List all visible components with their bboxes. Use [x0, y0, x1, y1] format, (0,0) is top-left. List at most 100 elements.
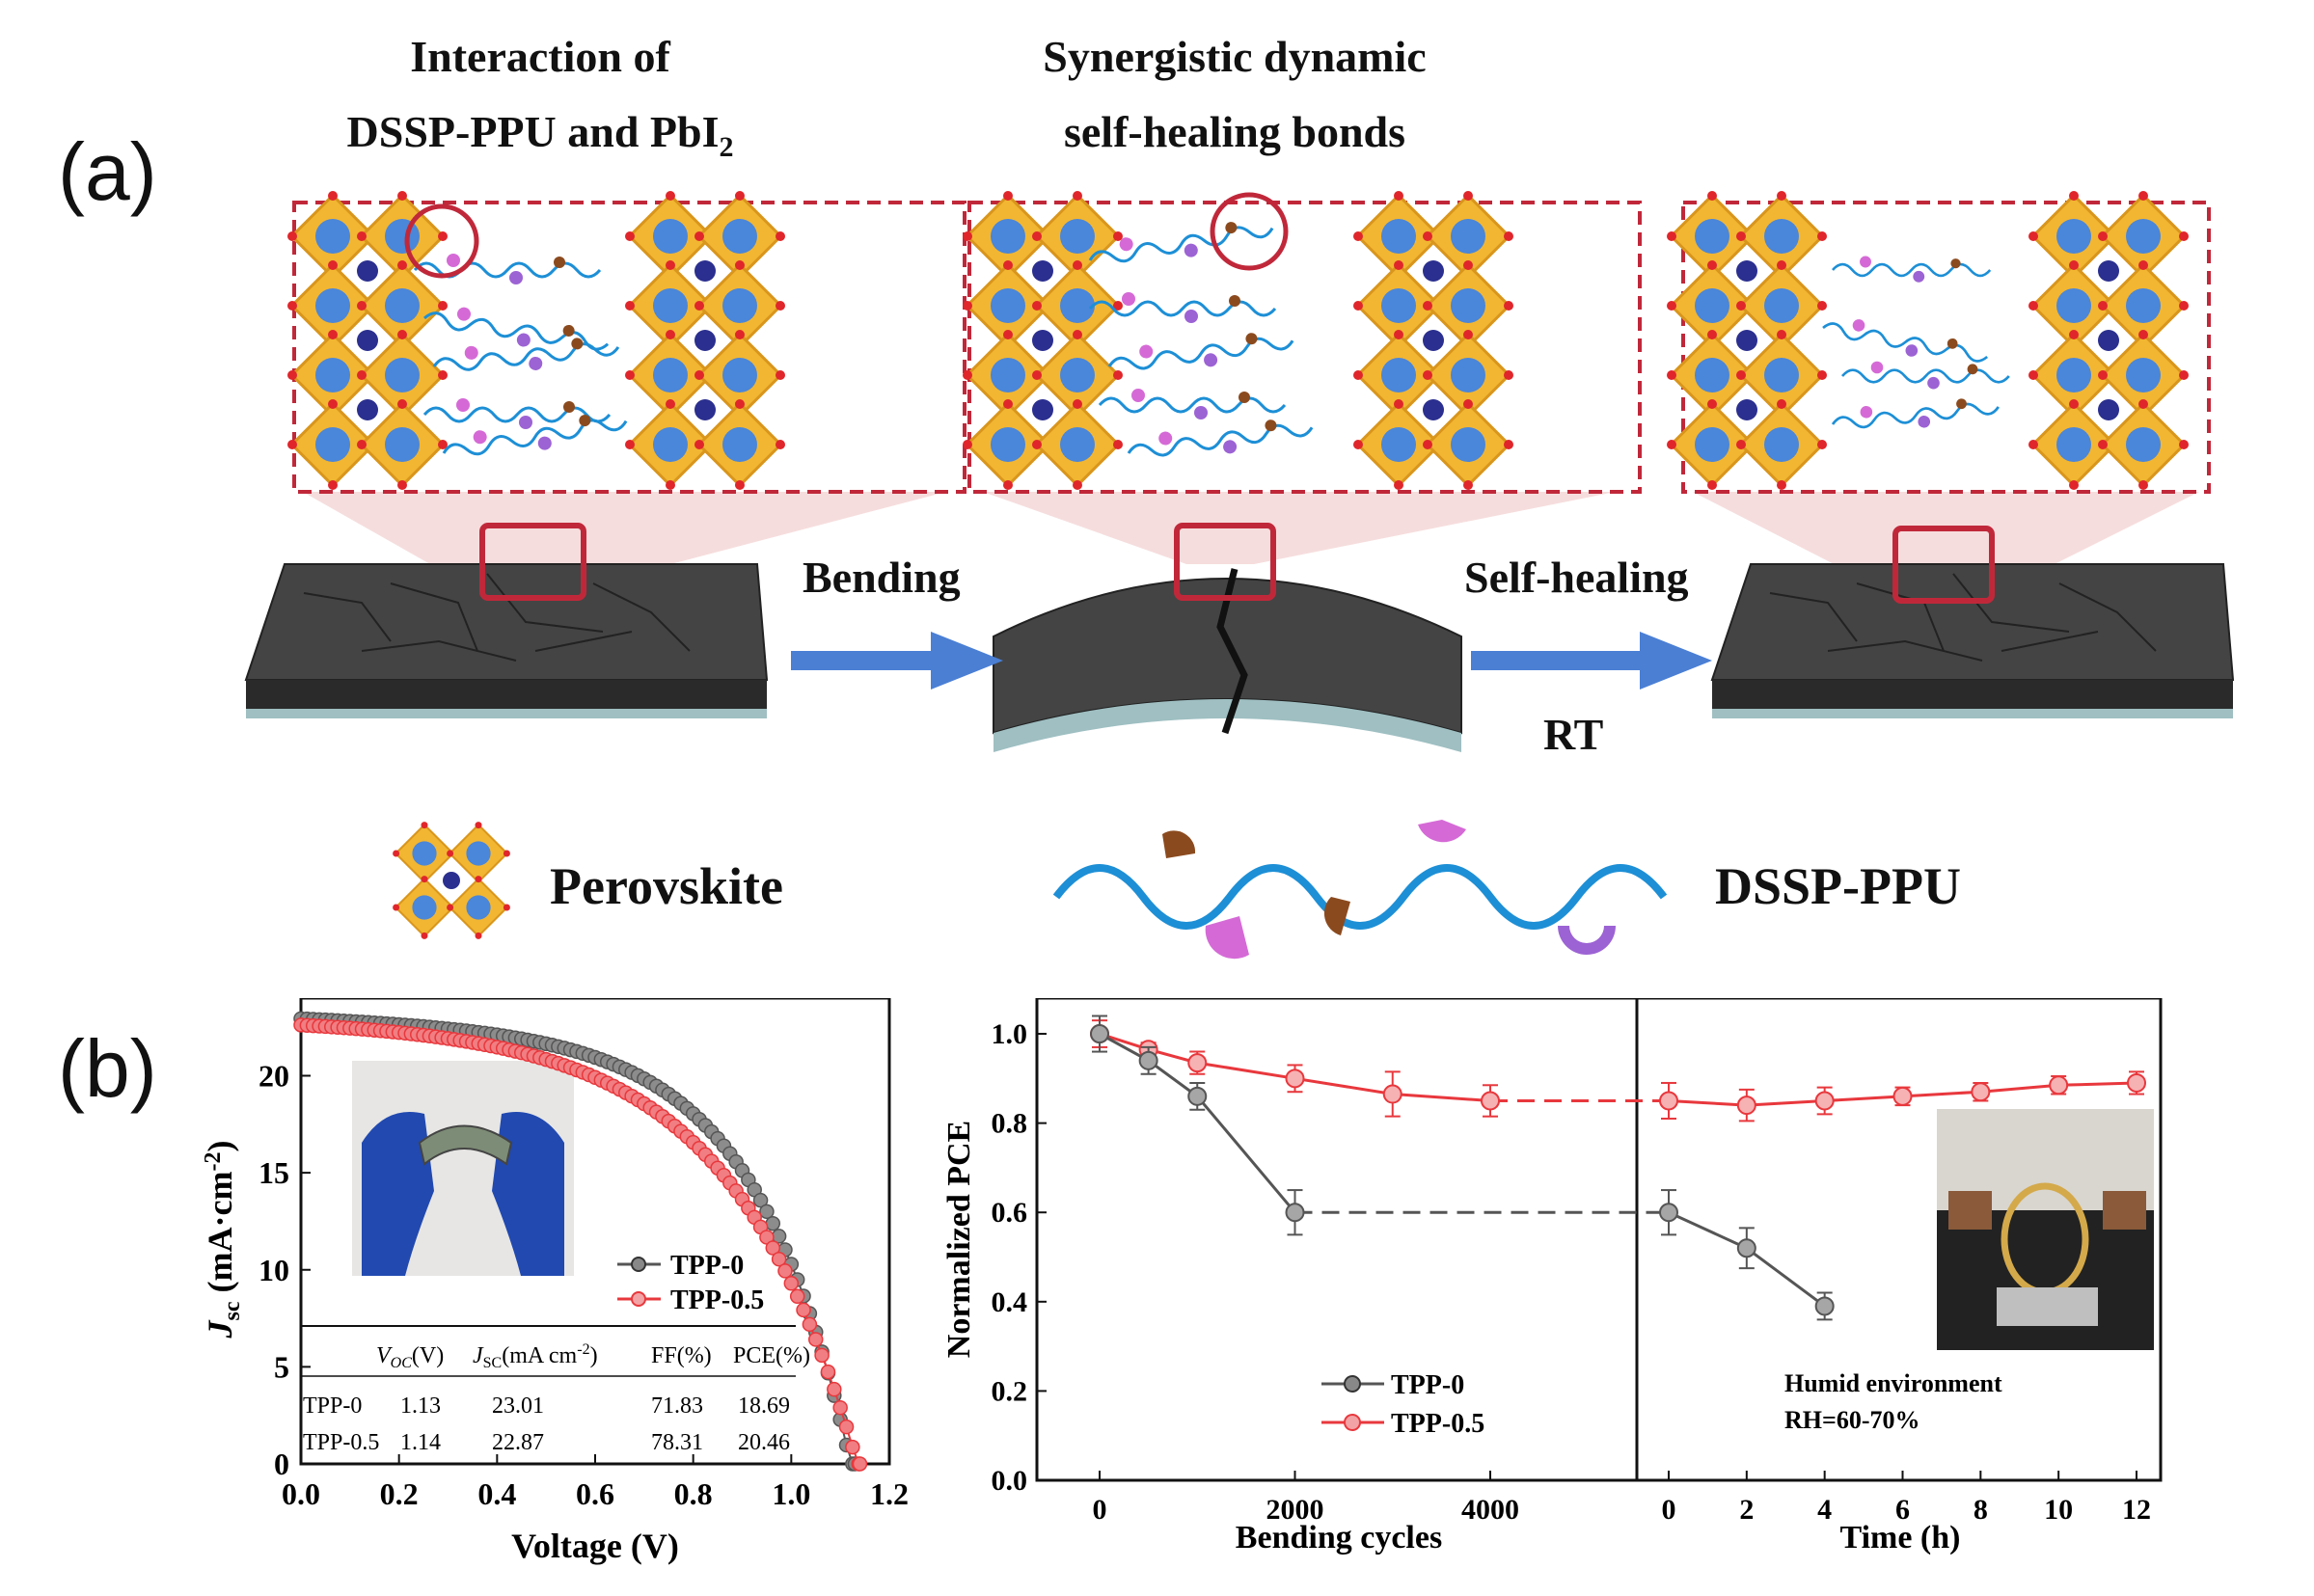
table-row1-jsc: 23.01: [492, 1393, 544, 1419]
jv-x-tick-label: 0.4: [477, 1476, 516, 1511]
humid-tpp0-point: [1659, 1203, 1678, 1223]
stage1-title: Interaction of DSSP-PPU and PbI2: [289, 19, 791, 185]
humid-tpp05-point: [1736, 1096, 1756, 1116]
table-row1-ff: 71.83: [651, 1393, 703, 1419]
jv-point: [814, 1347, 830, 1364]
time-x-tick-label: 8: [1974, 1494, 1988, 1526]
stage2-title-line2: self-healing bonds: [1063, 107, 1406, 156]
humid-tpp05-point: [1814, 1091, 1835, 1111]
table-header-pce: PCE(%): [733, 1343, 810, 1368]
time-x-tick-label: 4: [1817, 1494, 1832, 1526]
bending-label: Bending: [803, 553, 961, 602]
humid-tpp05-point: [1659, 1091, 1678, 1111]
pce-x-tick-label: 2000: [1266, 1494, 1324, 1526]
polymer-chain-icon: [1052, 820, 1668, 960]
pce-y-axis-title: Normalized PCE: [945, 1121, 977, 1358]
humid-annotation-line2: RH=60-70%: [1784, 1406, 1919, 1434]
time-x-tick-label: 2: [1739, 1494, 1754, 1526]
pce-x-tick-label: 0: [1093, 1494, 1107, 1526]
jv-legend-tpp05: TPP-0.5: [670, 1285, 764, 1315]
jv-point: [820, 1364, 836, 1380]
humid-tpp05-point: [2127, 1072, 2146, 1093]
jv-point: [789, 1288, 805, 1305]
bending-tpp0-point: [1138, 1050, 1158, 1070]
table-row1-voc: 1.13: [400, 1393, 441, 1419]
jv-y-tick-label: 0: [274, 1447, 289, 1481]
jv-point: [832, 1399, 848, 1416]
bending-tpp05-point: [1382, 1084, 1402, 1104]
jv-point: [796, 1302, 811, 1318]
jv-point: [783, 1276, 800, 1291]
pce-legend-tpp05: TPP-0.5: [1391, 1409, 1484, 1439]
table-header-jsc: JSC(mA cm-2): [473, 1341, 598, 1371]
humid-tpp0-point: [1736, 1238, 1756, 1258]
panel-a-label: (a): [58, 126, 157, 217]
humid-tpp05-point: [2049, 1075, 2069, 1096]
bending-arrow: [791, 632, 1003, 690]
jv-axes: 0.0 0.2 0.4 0.6 0.8 1.0 1.2 0 5 10 15 20: [259, 1059, 909, 1512]
table-row2-pce: 20.46: [738, 1430, 790, 1455]
jv-point: [827, 1381, 842, 1397]
humid-tpp05-point: [1971, 1082, 1991, 1102]
bending-tpp0-line: [1099, 1032, 1296, 1214]
table-row2-ff: 78.31: [651, 1430, 703, 1455]
jv-point: [759, 1204, 775, 1220]
pce-chart: 0 2000 4000 0 2 4 6 8 10 12 0.0 0.2 0.4 0.6 0.8 1.0 TPP…: [945, 998, 2163, 1555]
stage2-title: Synergistic dynamic self-healing bonds: [965, 19, 1505, 170]
humid-tpp0-point: [1814, 1296, 1835, 1316]
stage1-title-subscript: 2: [719, 131, 734, 164]
jv-point: [771, 1251, 787, 1267]
bending-tpp0-point: [1090, 1024, 1109, 1044]
legend-polymer-label: DSSP-PPU: [1715, 857, 1961, 915]
jv-point: [765, 1215, 781, 1231]
pce-x-axis-title-time: Time (h): [1840, 1520, 1961, 1555]
pce-legend: TPP-0 TPP-0.5: [1321, 1370, 1484, 1439]
flexible-device-photo: [352, 1061, 574, 1276]
jv-point: [765, 1240, 781, 1256]
table-row2-jsc: 22.87: [492, 1430, 544, 1455]
jv-point: [838, 1419, 855, 1435]
table-header-ff: FF(%): [651, 1343, 712, 1368]
panel-b-label: (b): [58, 1023, 157, 1114]
table-row1-name: TPP-0: [303, 1393, 362, 1419]
jv-y-tick-label: 10: [259, 1253, 289, 1287]
stage1-title-text: DSSP-PPU and PbI: [346, 107, 720, 156]
stage1-title-line1: Interaction of: [410, 32, 670, 81]
jv-x-tick-label: 0.0: [282, 1476, 320, 1511]
jv-y-tick-label: 20: [259, 1059, 289, 1094]
jv-x-tick-label: 0.6: [576, 1476, 614, 1511]
bending-tpp0-point: [1285, 1203, 1305, 1223]
pce-y-tick-label: 0.6: [992, 1197, 1028, 1229]
jv-parameter-table: VOC(V) JSC(mA cm-2) FF(%) PCE(%) TPP-0 1…: [301, 1325, 810, 1455]
jv-x-tick-label: 0.2: [380, 1476, 419, 1511]
stage1-title-line2: DSSP-PPU and PbI2: [289, 95, 791, 185]
jv-y-axis-title: Jsc (mA·cm-2): [201, 1141, 245, 1339]
stage2-title-line1: Synergistic dynamic: [1043, 32, 1427, 81]
time-x-tick-label: 12: [2122, 1494, 2151, 1526]
time-x-tick-label: 0: [1662, 1494, 1676, 1526]
time-x-tick-label: 10: [2044, 1494, 2073, 1526]
jv-point: [808, 1332, 824, 1347]
pce-series-marks: [1090, 1014, 2146, 1321]
table-header-voc: VOC(V): [376, 1343, 444, 1371]
jv-series-marks: [293, 1011, 868, 1472]
bending-tpp05-point: [1481, 1091, 1500, 1111]
jv-x-tick-label: 1.2: [870, 1476, 909, 1511]
jv-point: [777, 1263, 793, 1279]
bending-tpp05-point: [1187, 1053, 1208, 1073]
time-x-tick-label: 6: [1895, 1494, 1910, 1526]
pce-y-tick-label: 0.4: [992, 1286, 1028, 1318]
jv-point: [845, 1439, 860, 1455]
pce-axes: 0 2000 4000 0 2 4 6 8 10 12 0.0 0.2 0.4 0.6 0.8 1.0: [992, 1018, 2152, 1526]
bending-tpp05-point: [1285, 1069, 1305, 1089]
legend-perovskite-label: Perovskite: [550, 857, 783, 915]
pce-y-tick-label: 0.8: [992, 1108, 1028, 1140]
humid-annotation-line1: Humid environment: [1784, 1369, 2002, 1397]
table-row1-pce: 18.69: [738, 1393, 790, 1419]
jv-legend: TPP-0 TPP-0.5: [617, 1251, 764, 1315]
jv-chart: 0.0 0.2 0.4 0.6 0.8 1.0 1.2 0 5 10 15 20 TPP-0 TPP-…: [201, 998, 909, 1565]
jv-point: [852, 1456, 868, 1472]
self-healing-label: Self-healing: [1464, 553, 1689, 602]
jv-y-tick-label: 15: [259, 1155, 289, 1190]
jv-x-tick-label: 1.0: [772, 1476, 810, 1511]
